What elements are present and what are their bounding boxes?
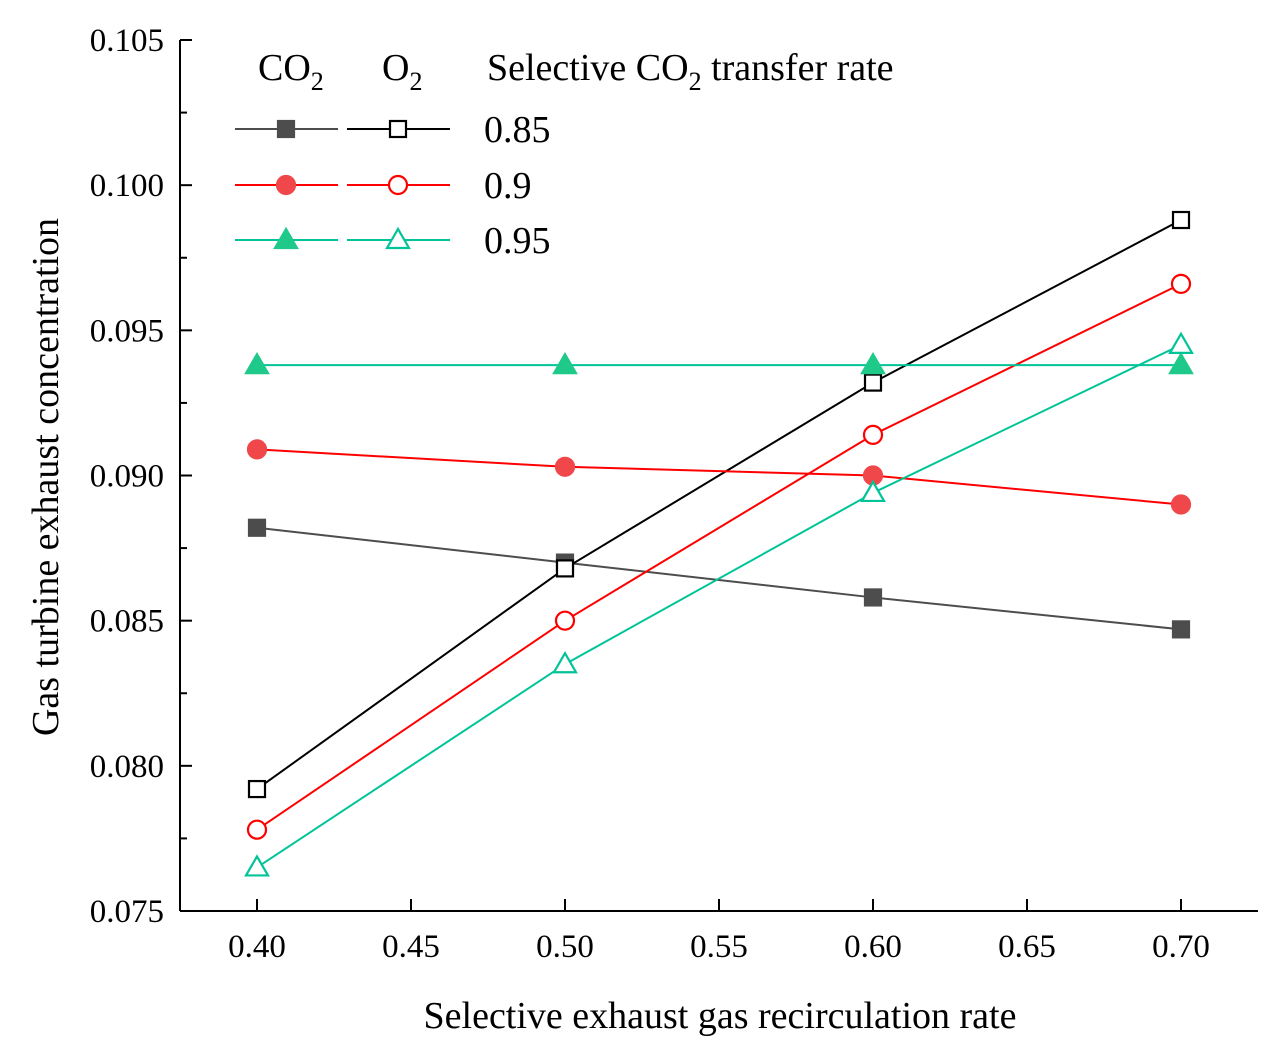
- y-axis-title: Gas turbine exhaust concentration: [25, 218, 67, 736]
- data-point: [246, 439, 268, 460]
- y-tick-label: 0.105: [90, 23, 164, 59]
- data-point: [860, 351, 886, 375]
- legend-header-rate: Selective CO2 transfer rate: [487, 47, 894, 96]
- y-tick-label: 0.095: [90, 313, 164, 349]
- legend-row-0-85: 0.85: [235, 109, 551, 151]
- legend-marker-co2: [276, 119, 296, 139]
- data-point: [863, 373, 883, 392]
- y-tick-label: 0.100: [90, 168, 164, 204]
- legend-rate-label: 0.9: [484, 165, 532, 207]
- legend-marker-o2: [385, 226, 411, 250]
- data-point: [247, 779, 267, 799]
- series-co2-0-9: [246, 439, 1192, 515]
- series-line: [256, 526, 1182, 631]
- data-point: [863, 588, 883, 607]
- x-tick-label: 0.65: [998, 929, 1056, 965]
- y-tick-label: 0.090: [90, 459, 164, 495]
- series-o2-0-9: [246, 273, 1192, 840]
- data-point: [862, 424, 884, 445]
- legend-row-0-95: 0.95: [235, 220, 551, 262]
- data-point: [246, 819, 268, 840]
- data-point: [1168, 351, 1194, 375]
- y-tick-label: 0.085: [90, 604, 164, 640]
- x-tick-label: 0.40: [228, 929, 286, 965]
- data-point: [552, 651, 578, 674]
- x-tick-label: 0.50: [536, 929, 594, 965]
- x-tick-label: 0.60: [844, 929, 902, 965]
- data-point: [244, 351, 270, 375]
- x-tick-label: 0.70: [1152, 929, 1210, 965]
- series-line: [256, 343, 1182, 869]
- x-tick-label: 0.45: [382, 929, 440, 965]
- y-tick-label: 0.075: [90, 894, 164, 930]
- legend-header-o2: O2: [382, 47, 422, 96]
- data-point: [1168, 331, 1194, 354]
- legend: CO2 O2 Selective CO2 transfer rate 0.85 0.9 0…: [235, 47, 894, 262]
- data-point: [554, 610, 576, 631]
- x-tick-label: 0.55: [690, 929, 748, 965]
- series-group: [244, 210, 1194, 877]
- legend-marker-o2: [388, 119, 408, 139]
- legend-row-0-9: 0.9: [235, 165, 532, 207]
- axes: 0.075 0.080 0.085 0.090 0.095 0.100 0.105 0.40 0…: [90, 23, 1258, 965]
- legend-marker-co2: [275, 174, 297, 196]
- series-co2-0-95: [244, 351, 1194, 375]
- legend-marker-co2: [273, 226, 299, 250]
- data-point: [244, 854, 270, 877]
- legend-header-co2: CO2: [258, 47, 324, 96]
- series-line: [256, 282, 1182, 831]
- series-o2-0-85: [247, 210, 1191, 799]
- data-point: [555, 559, 575, 578]
- data-point: [1170, 494, 1192, 515]
- legend-marker-o2: [387, 174, 409, 196]
- series-line: [256, 219, 1182, 790]
- series-o2-0-95: [244, 331, 1194, 877]
- data-point: [1171, 620, 1191, 639]
- data-point: [1171, 210, 1191, 230]
- data-point: [247, 518, 267, 537]
- data-point: [554, 456, 576, 477]
- series-line: [256, 448, 1182, 506]
- x-axis-title: Selective exhaust gas recirculation rate: [424, 995, 1017, 1037]
- data-point: [860, 479, 886, 503]
- data-point: [552, 351, 578, 375]
- legend-rate-label: 0.95: [484, 220, 551, 262]
- data-point: [1170, 273, 1192, 294]
- legend-rate-label: 0.85: [484, 109, 551, 151]
- y-tick-label: 0.080: [90, 749, 164, 785]
